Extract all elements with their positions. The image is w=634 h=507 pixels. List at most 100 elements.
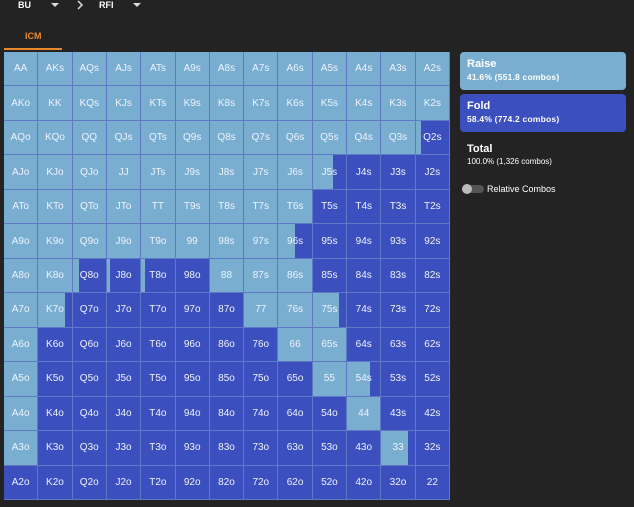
hand-cell[interactable]: K5o <box>38 362 73 397</box>
hand-cell[interactable]: Q7s <box>244 120 279 156</box>
hand-cell[interactable]: KTs <box>141 86 176 121</box>
hand-cell[interactable]: Q2s <box>415 120 450 156</box>
hand-cell[interactable]: J6s <box>278 155 313 190</box>
hand-cell[interactable]: 62s <box>415 327 450 363</box>
hand-cell[interactable]: A8o <box>4 258 39 294</box>
hand-cell[interactable]: K6s <box>278 86 313 121</box>
hand-cell[interactable]: 32o <box>381 465 416 500</box>
hand-cell[interactable]: KTo <box>38 189 73 225</box>
hand-cell[interactable]: K3s <box>381 86 416 121</box>
hand-cell[interactable]: 88 <box>209 258 245 294</box>
hand-cell[interactable]: 32s <box>415 431 450 466</box>
hand-cell[interactable]: J8o <box>106 258 142 294</box>
hand-cell[interactable]: K9o <box>38 224 73 259</box>
hand-cell[interactable]: KQs <box>72 86 107 121</box>
hand-cell[interactable]: T7s <box>244 189 279 225</box>
hand-cell[interactable]: JTs <box>141 155 176 190</box>
hand-cell[interactable]: J9s <box>175 155 210 190</box>
hand-cell[interactable]: AA <box>4 52 39 87</box>
hand-cell[interactable]: 52s <box>415 362 450 397</box>
hand-cell[interactable]: T3s <box>381 189 416 225</box>
hand-cell[interactable]: 82o <box>209 465 245 500</box>
hand-cell[interactable]: 65o <box>278 362 313 397</box>
tab[interactable]: ICM <box>25 31 42 41</box>
hand-cell[interactable]: 62o <box>278 465 313 500</box>
hand-cell[interactable]: 77 <box>244 293 279 328</box>
hand-cell[interactable]: 93o <box>175 431 210 466</box>
hand-cell[interactable]: 87s <box>244 258 279 294</box>
hand-cell[interactable]: 76s <box>278 293 313 328</box>
hand-cell[interactable]: A6s <box>278 52 313 87</box>
hand-cell[interactable]: A4s <box>347 52 382 87</box>
hand-cell[interactable]: K6o <box>38 327 73 363</box>
toggle-switch[interactable] <box>461 183 485 195</box>
hand-cell[interactable]: 94s <box>347 224 382 259</box>
hand-cell[interactable]: T7o <box>141 293 176 328</box>
hand-cell[interactable]: 76o <box>244 327 279 363</box>
hand-cell[interactable]: 33 <box>381 431 416 466</box>
hand-cell[interactable]: 96o <box>175 327 210 363</box>
hand-cell[interactable]: K7s <box>244 86 279 121</box>
hand-cell[interactable]: T2o <box>141 465 176 500</box>
hand-cell[interactable]: Q9o <box>72 224 107 259</box>
hand-cell[interactable]: 95s <box>312 224 348 259</box>
hand-cell[interactable]: 95o <box>175 362 210 397</box>
hand-cell[interactable]: Q9s <box>175 120 210 156</box>
hand-cell[interactable]: A9o <box>4 224 39 259</box>
hand-cell[interactable]: J6o <box>106 327 142 363</box>
hand-cell[interactable]: 75o <box>244 362 279 397</box>
hand-cell[interactable]: JJ <box>106 155 142 190</box>
hand-cell[interactable]: 84s <box>347 258 382 294</box>
hand-cell[interactable]: 85o <box>209 362 245 397</box>
hand-cell[interactable]: ATs <box>141 52 176 87</box>
hand-cell[interactable]: 74s <box>347 293 382 328</box>
hand-cell[interactable]: 87o <box>209 293 245 328</box>
hand-cell[interactable]: AKs <box>38 52 73 87</box>
hand-cell[interactable]: QQ <box>72 120 107 156</box>
hand-cell[interactable]: 43s <box>381 396 416 432</box>
hand-cell[interactable]: Q2o <box>72 465 107 500</box>
hand-cell[interactable]: K4o <box>38 396 73 432</box>
hand-cell[interactable]: 98s <box>209 224 245 259</box>
hand-cell[interactable]: T8s <box>209 189 245 225</box>
hand-cell[interactable]: 64s <box>347 327 382 363</box>
hand-cell[interactable]: J8s <box>209 155 245 190</box>
hand-cell[interactable]: J3o <box>106 431 142 466</box>
hand-cell[interactable]: QJo <box>72 155 107 190</box>
hand-cell[interactable]: J5s <box>312 155 348 190</box>
hand-cell[interactable]: 43o <box>347 431 382 466</box>
hand-cell[interactable]: 22 <box>415 465 450 500</box>
fold-box[interactable]: Fold 58.4% (774.2 combos) <box>460 94 626 132</box>
raise-box[interactable]: Raise 41.6% (551.8 combos) <box>460 52 626 90</box>
action-select[interactable]: RFI <box>99 0 114 10</box>
hand-cell[interactable]: KJo <box>38 155 73 190</box>
hand-cell[interactable]: 82s <box>415 258 450 294</box>
hand-cell[interactable]: T9s <box>175 189 210 225</box>
hand-cell[interactable]: Q6o <box>72 327 107 363</box>
hand-cell[interactable]: A3o <box>4 431 39 466</box>
hand-cell[interactable]: T5s <box>312 189 348 225</box>
hand-cell[interactable]: 53o <box>312 431 348 466</box>
hand-cell[interactable]: K2s <box>415 86 450 121</box>
hand-cell[interactable]: 54o <box>312 396 348 432</box>
hand-cell[interactable]: Q3o <box>72 431 107 466</box>
hand-cell[interactable]: 84o <box>209 396 245 432</box>
hand-cell[interactable]: Q6s <box>278 120 313 156</box>
hand-cell[interactable]: AQo <box>4 120 39 156</box>
hand-cell[interactable]: 63s <box>381 327 416 363</box>
hand-cell[interactable]: AJs <box>106 52 142 87</box>
hand-cell[interactable]: 99 <box>175 224 210 259</box>
hand-cell[interactable]: ATo <box>4 189 39 225</box>
hand-cell[interactable]: Q5s <box>312 120 348 156</box>
toggle-label[interactable]: Relative Combos <box>487 184 556 194</box>
hand-cell[interactable]: 73s <box>381 293 416 328</box>
hand-cell[interactable]: 54s <box>347 362 382 397</box>
hand-cell[interactable]: 75s <box>312 293 348 328</box>
hand-cell[interactable]: T4s <box>347 189 382 225</box>
hand-cell[interactable]: 72s <box>415 293 450 328</box>
hand-cell[interactable]: J3s <box>381 155 416 190</box>
hand-cell[interactable]: K7o <box>38 293 73 328</box>
position-select[interactable]: BU <box>18 0 31 10</box>
hand-cell[interactable]: K3o <box>38 431 73 466</box>
hand-cell[interactable]: T3o <box>141 431 176 466</box>
